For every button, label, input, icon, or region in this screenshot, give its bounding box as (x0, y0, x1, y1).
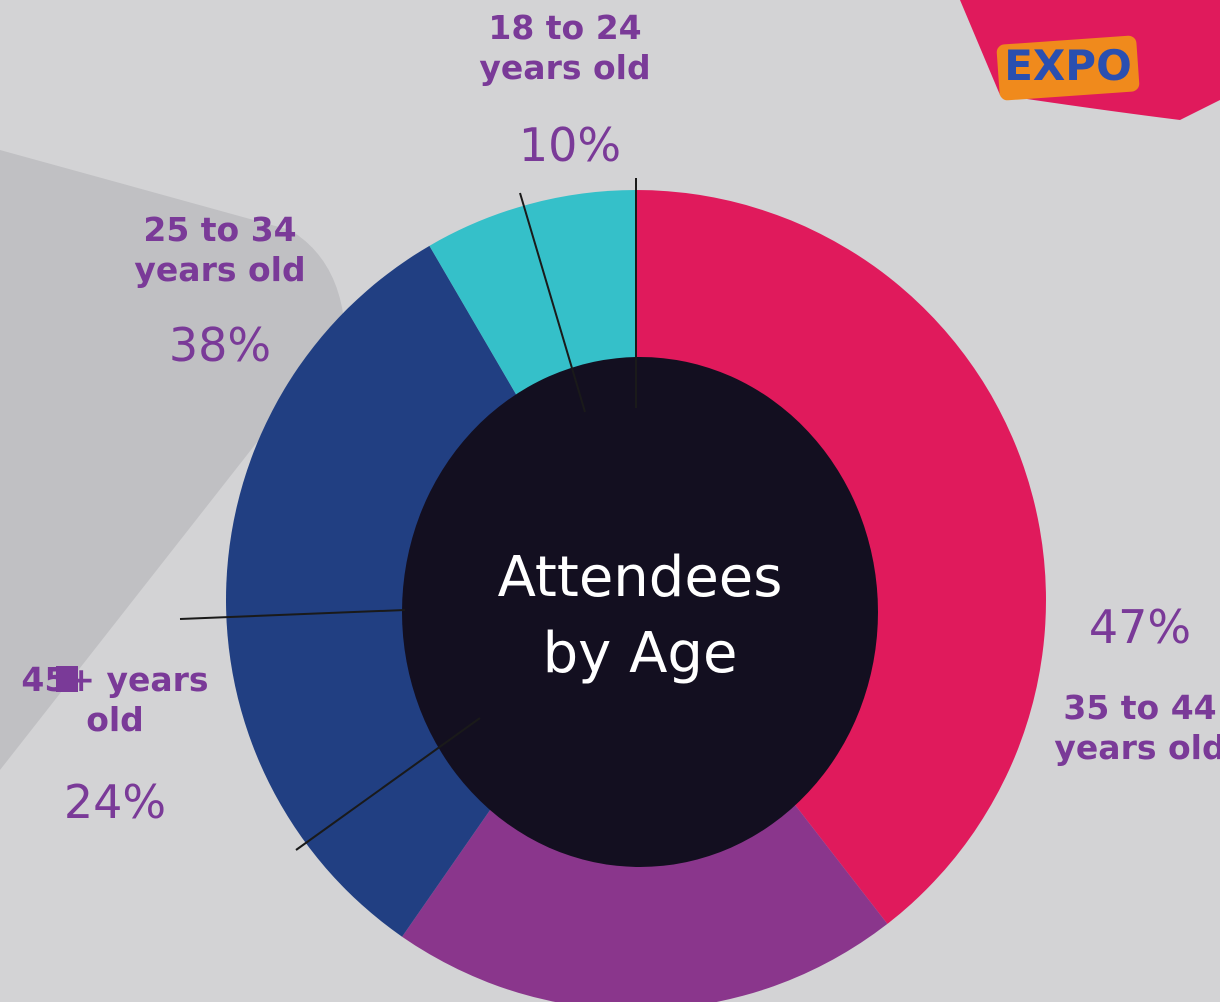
category-label: 35 to 44 years old (1050, 688, 1220, 767)
logo: EXPO (960, 0, 1220, 120)
logo-text: EXPO (1004, 41, 1132, 90)
value-label: 47% (1060, 600, 1220, 654)
value-label: 10% (490, 118, 650, 172)
value-label: 38% (140, 318, 300, 372)
page: {"chart_data":{"type":"donut","title":"A… (0, 0, 1220, 1002)
category-label: 18 to 24 years old (470, 8, 660, 87)
category-label: 25 to 34 years old (125, 210, 315, 289)
chart-title: Attendees by Age (460, 540, 820, 691)
category-label: 45+ years old (10, 660, 220, 739)
value-label: 24% (35, 775, 195, 829)
